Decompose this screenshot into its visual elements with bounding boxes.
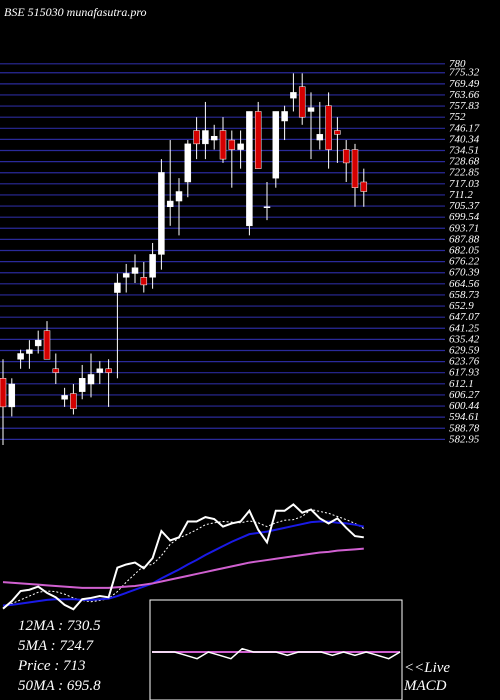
y-tick-label: 641.25 <box>449 322 480 334</box>
candle-body <box>290 92 297 99</box>
y-tick-label: 746.17 <box>449 122 480 134</box>
y-tick-label: 763.66 <box>449 89 480 101</box>
y-tick-label: 734.51 <box>449 145 479 157</box>
ma-line <box>2 503 364 611</box>
y-tick-label: 740.34 <box>449 133 480 145</box>
y-tick-label: 588.78 <box>449 422 480 434</box>
y-tick-label: 652.9 <box>449 300 474 312</box>
candle-body <box>184 143 192 183</box>
legend: 12MA : 730.5 5MA : 724.7 Price : 713 50MA :… <box>17 618 101 694</box>
candle-body <box>0 378 7 408</box>
legend-entry: 5MA : 724.7 <box>18 638 95 654</box>
candle-body <box>114 282 121 293</box>
y-tick-label: 600.44 <box>449 400 480 412</box>
macd-label: MACD <box>403 678 447 694</box>
y-tick-label: 687.88 <box>449 233 480 245</box>
y-tick-label: 757.83 <box>449 100 480 112</box>
ma-line <box>2 520 365 607</box>
y-tick-label: 699.54 <box>449 211 480 223</box>
candle-body <box>96 368 104 373</box>
ma-line <box>2 547 364 589</box>
y-tick-label: 728.68 <box>449 156 480 168</box>
legend-entry: 12MA : 730.5 <box>18 618 101 634</box>
y-tick-label: 705.37 <box>449 200 480 212</box>
y-tick-label: 676.22 <box>449 256 480 268</box>
y-tick-label: 769.49 <box>449 78 480 90</box>
ma-line <box>2 508 365 607</box>
candle-body <box>87 374 95 385</box>
y-tick-label: 664.56 <box>449 278 480 290</box>
candle-body <box>17 353 24 360</box>
y-tick-label: 682.05 <box>449 244 480 256</box>
candle-body <box>325 105 332 150</box>
candle-body <box>360 181 368 192</box>
y-tick-label: 629.59 <box>449 344 480 356</box>
y-tick-label: 635.42 <box>449 333 480 345</box>
candle-body <box>193 130 200 145</box>
y-tick-label: 623.76 <box>449 356 480 368</box>
candle-body <box>43 330 51 360</box>
y-tick-label: 647.07 <box>449 311 480 323</box>
candle-body <box>334 130 341 135</box>
macd-line <box>152 647 401 660</box>
candle-body <box>237 143 244 150</box>
live-label: <<Live <box>404 660 450 676</box>
candle-body <box>158 172 165 255</box>
candle-body <box>281 111 288 122</box>
candle-body <box>149 254 156 278</box>
candle-body <box>122 273 130 278</box>
y-tick-label: 722.85 <box>449 167 480 179</box>
candle-body <box>131 267 139 274</box>
candle-body <box>34 339 42 347</box>
legend-entry: 50MA : 695.8 <box>18 678 101 694</box>
y-tick-label: 717.03 <box>449 178 480 190</box>
candle-body <box>140 277 148 286</box>
y-tick-label: 670.39 <box>449 267 480 279</box>
macd-box <box>149 599 403 700</box>
chart-title: BSE 515030 munafasutra.pro <box>4 5 147 19</box>
y-tick-label: 775.32 <box>449 67 480 79</box>
candle-body <box>166 200 174 208</box>
candle-body <box>342 149 350 164</box>
candle-body <box>263 206 271 209</box>
candle-body <box>210 135 218 141</box>
y-tick-label: 693.71 <box>449 222 479 234</box>
candle-body <box>298 86 306 118</box>
y-tick-label: 617.93 <box>449 367 480 379</box>
candle-body <box>246 111 253 227</box>
y-tick-label: 582.95 <box>449 433 480 445</box>
candle-body <box>202 130 209 145</box>
candle-body <box>316 134 324 141</box>
y-tick-label: 612.1 <box>449 378 474 390</box>
y-tick-label: 658.73 <box>449 289 480 301</box>
candle-body <box>61 395 68 400</box>
candle-body <box>219 130 227 160</box>
y-tick-label: 606.27 <box>449 389 480 401</box>
y-tick-label: 780 <box>449 58 466 70</box>
y-tick-label: 594.61 <box>449 411 479 423</box>
candle-body <box>105 368 112 373</box>
legend-entry: Price : 713 <box>17 658 85 674</box>
candle-body <box>254 111 262 169</box>
candle-body <box>8 383 16 408</box>
candle-body <box>52 368 60 373</box>
y-tick-label: 711.2 <box>449 189 473 201</box>
candle-body <box>228 139 236 150</box>
candle-body <box>78 378 86 392</box>
candle-body <box>272 111 280 179</box>
candle-body <box>351 149 359 188</box>
candle-body <box>175 191 183 202</box>
y-tick-label: 752 <box>449 111 466 123</box>
candle-body <box>307 107 315 112</box>
candle-body <box>70 393 77 410</box>
candle-body <box>26 349 33 354</box>
